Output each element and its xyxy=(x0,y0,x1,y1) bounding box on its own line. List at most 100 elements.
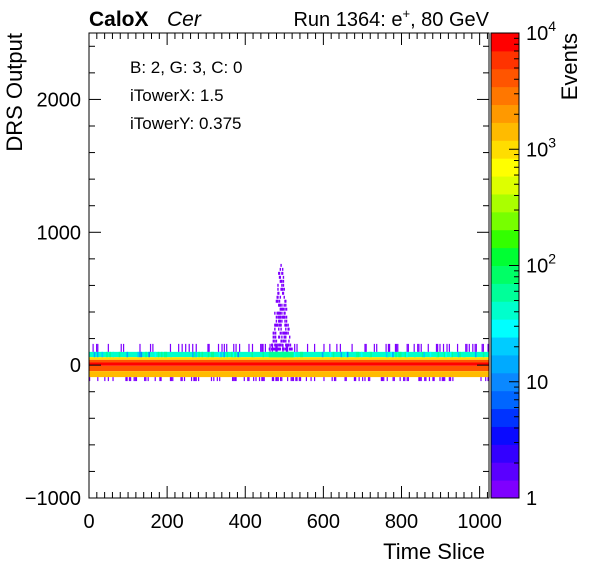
heatmap-cell xyxy=(231,377,234,382)
run-label: Run 1364: e+, 80 GeV xyxy=(293,6,489,31)
heatmap-cell xyxy=(276,299,278,303)
heatmap-cell xyxy=(281,307,284,311)
color-scale-cell xyxy=(491,283,519,302)
heatmap-cell xyxy=(284,307,286,311)
heatmap-cell xyxy=(169,343,172,352)
heatmap-cell xyxy=(336,343,338,352)
heatmap-cell xyxy=(281,315,284,319)
heatmap-cell xyxy=(284,315,286,319)
heatmap-cell xyxy=(139,351,141,358)
color-scale-cell xyxy=(491,408,519,427)
heatmap-cell xyxy=(285,303,287,307)
heatmap-cell xyxy=(192,351,194,358)
heatmap-cell xyxy=(107,377,109,382)
heatmap-cell xyxy=(286,347,289,351)
z-axis: 1 10 102 103 104 xyxy=(509,18,556,510)
heatmap-cell xyxy=(333,377,336,382)
heatmap-cell xyxy=(145,377,147,382)
heatmap-cell xyxy=(206,351,208,358)
channel-label: Cer xyxy=(167,8,202,31)
heatmap-cell xyxy=(418,377,420,382)
heatmap-cell xyxy=(282,347,285,351)
heatmap-cell xyxy=(289,347,292,351)
color-scale-cell xyxy=(491,86,519,106)
heatmap-cell xyxy=(278,303,280,307)
heatmap-cell xyxy=(274,343,277,347)
heatmap-cell xyxy=(288,339,290,343)
heatmap-cell xyxy=(280,323,282,327)
heatmap-cell xyxy=(288,327,290,331)
heatmap-cell xyxy=(251,343,254,352)
heatmap-cell xyxy=(239,343,241,352)
heatmap-cell xyxy=(281,347,284,351)
heatmap-cell xyxy=(262,377,264,382)
heatmap-cell xyxy=(399,377,401,382)
heatmap-cell xyxy=(234,377,236,382)
heatmap-cell xyxy=(281,343,283,347)
heatmap-cell xyxy=(393,377,395,382)
heatmap-cell xyxy=(425,377,427,382)
heatmap-cell xyxy=(287,331,289,335)
heatmap-cell xyxy=(421,351,424,358)
heatmap-cell xyxy=(274,347,276,351)
heatmap-cell xyxy=(323,377,325,382)
heatmap-cell xyxy=(169,377,172,382)
heatmap-cell xyxy=(109,351,111,358)
heatmap-cell xyxy=(170,351,172,358)
heatmap-cell xyxy=(406,343,408,352)
heatmap-cell xyxy=(126,351,129,358)
color-scale-cell xyxy=(491,265,519,284)
heatmap-cell xyxy=(264,343,266,352)
heatmap-cell xyxy=(139,343,141,352)
heatmap-cell xyxy=(277,311,279,315)
heatmap-cell xyxy=(274,323,276,327)
heatmap-cell xyxy=(474,351,477,358)
heatmap-cell xyxy=(452,377,454,382)
heatmap-cell xyxy=(419,377,421,382)
heatmap-cell xyxy=(120,343,122,352)
heatmap-cell xyxy=(278,271,281,275)
heatmap-cell xyxy=(281,303,283,307)
heatmap-cell xyxy=(404,351,407,358)
heatmap-cell xyxy=(306,343,309,352)
color-scale-cell xyxy=(491,372,519,392)
heatmap-cell xyxy=(126,377,128,382)
heatmap-cell xyxy=(383,377,385,382)
heatmap-cell xyxy=(356,351,358,358)
heatmap-cell xyxy=(207,351,210,358)
heatmap-cell xyxy=(398,351,400,358)
heatmap-cell xyxy=(445,351,447,358)
heatmap-cell xyxy=(188,343,190,352)
heatmap-cell xyxy=(279,279,282,283)
heatmap-cell xyxy=(339,343,341,352)
heatmap-cell xyxy=(472,343,474,352)
heatmap-cell xyxy=(344,377,346,382)
heatmap-cell xyxy=(310,377,312,382)
heatmap-cell xyxy=(289,335,291,339)
heatmap-cell xyxy=(283,287,285,291)
heatmap-cell xyxy=(207,343,209,352)
heatmap-cell xyxy=(147,377,149,382)
heatmap-cell xyxy=(289,343,292,347)
heatmap-cell xyxy=(287,377,289,382)
heatmap-cell xyxy=(118,351,121,358)
heatmap-cell xyxy=(288,343,290,347)
heatmap-cell xyxy=(281,271,284,275)
heatmap-cell xyxy=(335,377,337,382)
heatmap-cell xyxy=(278,323,281,327)
heatmap-cell xyxy=(281,279,283,283)
heatmap-cell xyxy=(287,327,289,331)
heatmap-cell xyxy=(281,339,283,343)
heatmap-cell xyxy=(396,343,398,352)
heatmap-cell xyxy=(134,377,136,382)
heatmap-cell xyxy=(145,351,147,358)
heatmap-cell xyxy=(92,343,94,352)
heatmap-cell xyxy=(96,351,99,358)
heatmap-cell xyxy=(321,351,324,358)
heatmap-cell xyxy=(287,323,289,327)
heatmap-cell xyxy=(212,351,215,358)
heatmap-cell xyxy=(351,343,353,352)
heatmap-cell xyxy=(406,377,408,382)
heatmap-cell xyxy=(480,377,482,382)
heatmap-cell xyxy=(387,343,390,352)
